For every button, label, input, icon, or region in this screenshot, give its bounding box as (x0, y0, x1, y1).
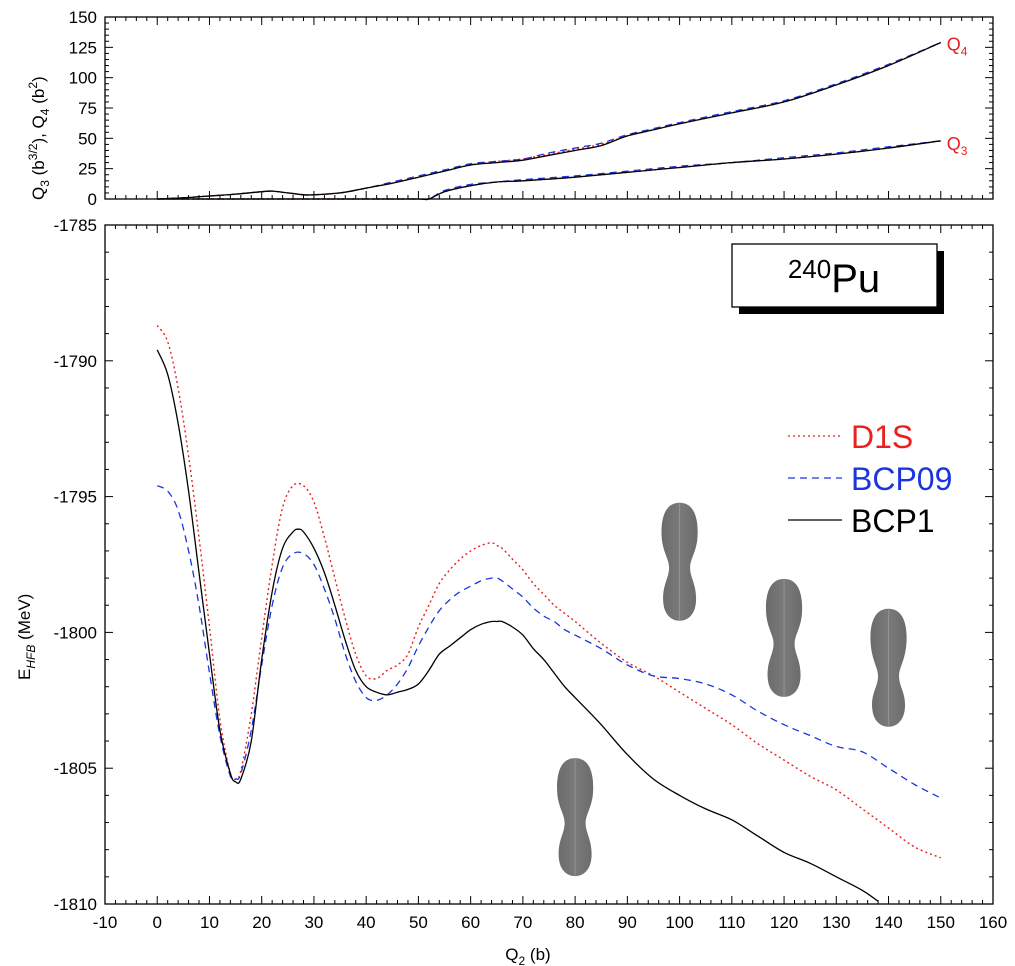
bottom-series-line-bcp09 (156, 485, 942, 799)
y-tick-label: -1810 (54, 895, 97, 914)
top-y-tick-label: 100 (69, 69, 97, 88)
bottom-plot-frame (104, 224, 994, 905)
x-tick-labels: -10 0 10 20 30 40 50 60 70 80 90 100 110 120 130 140 150… (93, 913, 1007, 932)
top-plot-frame (104, 16, 994, 200)
bottom-axis-ticks (104, 224, 994, 905)
y-tick-label: -1795 (54, 488, 97, 507)
top-y-tick-label: 75 (78, 99, 97, 118)
top-y-axis-label: Q3 (b3/2), Q4 (b2) (26, 76, 52, 200)
x-tick-label: 70 (513, 913, 532, 932)
x-tick-label: 20 (252, 913, 271, 932)
y-axis-label: EHFB (MeV) (15, 594, 38, 680)
top-series (157, 41, 942, 201)
bottom-y-tick-labels: -1810 -1805 -1800 -1795 -1790 -1785 (54, 216, 97, 914)
y-tick-label: -1785 (54, 216, 97, 235)
x-axis-label: Q2 (b) (505, 945, 550, 966)
x-tick-label: 160 (979, 913, 1007, 932)
bottom-series (156, 325, 942, 902)
legend-label: BCP09 (851, 461, 952, 497)
x-tick-label: 80 (566, 913, 585, 932)
top-y-tick-label: 150 (69, 8, 97, 27)
x-tick-label: 50 (409, 913, 428, 932)
top-series-line-q4-bcp1 (157, 41, 942, 200)
bottom-series-line-d1s (156, 325, 942, 859)
x-tick-label: -10 (93, 913, 118, 932)
top-curve-labels: Q4 Q3 (947, 34, 968, 157)
top-panel: 0 25 50 75 100 125 150 Q3 (b3/2), Q4 (b2) Q4 Q3 (26, 8, 994, 209)
legend: D1S BCP09 BCP1 (788, 419, 952, 539)
x-tick-label: 10 (200, 913, 219, 932)
top-y-tick-labels: 0 25 50 75 100 125 150 (69, 8, 97, 209)
top-y-tick-label: 25 (78, 160, 97, 179)
top-axis-ticks (104, 16, 994, 200)
x-tick-label: 130 (822, 913, 850, 932)
y-tick-label: -1800 (54, 623, 97, 642)
x-tick-label: 110 (718, 913, 745, 932)
title-box (731, 243, 938, 308)
y-tick-label: -1790 (54, 352, 97, 371)
x-tick-label: 140 (874, 913, 902, 932)
x-tick-label: 40 (357, 913, 376, 932)
x-tick-label: 30 (304, 913, 323, 932)
x-tick-label: 90 (618, 913, 637, 932)
bottom-panel: -1810 -1805 -1800 -1795 -1790 -1785 -10 0 10 20 3… (15, 216, 1007, 966)
top-y-tick-label: 0 (88, 190, 97, 209)
x-tick-label: 60 (461, 913, 480, 932)
x-tick-label: 0 (153, 913, 162, 932)
chart-title: 240Pu (788, 254, 880, 301)
bottom-series-line-bcp1 (156, 349, 879, 902)
legend-label: D1S (851, 419, 913, 455)
legend-label: BCP1 (851, 503, 935, 539)
curve-label: Q3 (947, 134, 968, 158)
x-tick-label: 100 (665, 913, 693, 932)
top-series-line-q4-bcp09 (157, 41, 942, 200)
y-tick-label: -1805 (54, 759, 97, 778)
top-y-tick-label: 50 (78, 129, 97, 148)
top-series-line-q4-d1s (157, 41, 942, 200)
curve-label: Q4 (947, 34, 968, 58)
nucleus-title-box: 240Pu (731, 243, 944, 314)
nucleus-shapes (557, 502, 907, 877)
x-tick-label: 120 (770, 913, 798, 932)
x-tick-label: 150 (927, 913, 955, 932)
top-y-tick-label: 125 (69, 38, 97, 57)
